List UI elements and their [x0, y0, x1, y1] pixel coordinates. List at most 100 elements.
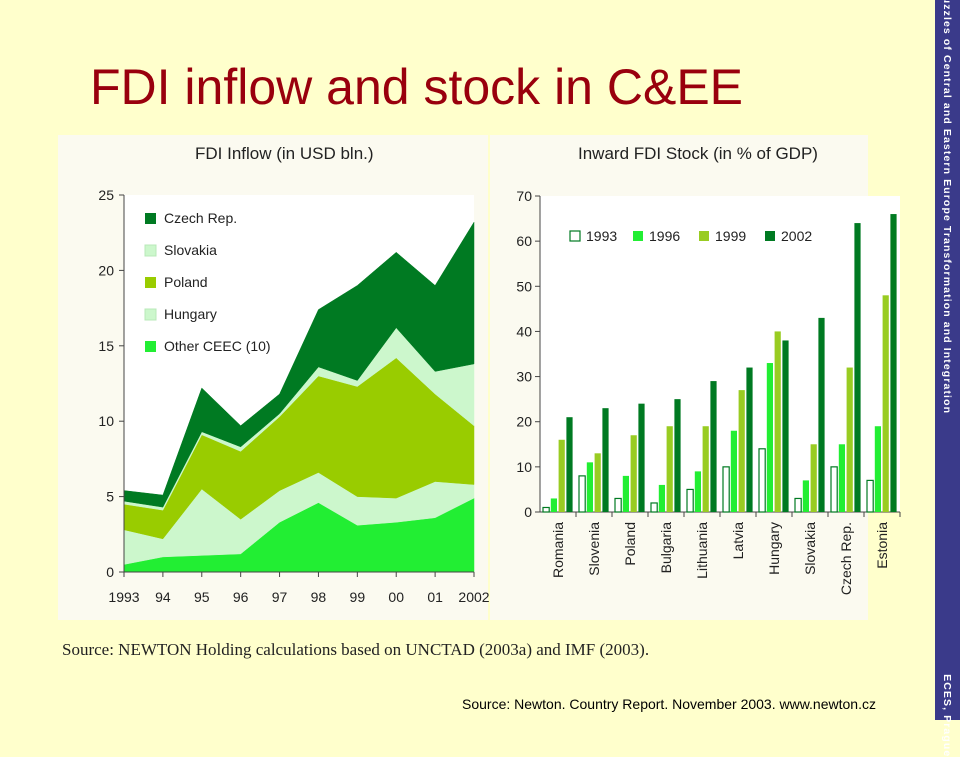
stock-y-tick-label: 60 — [516, 233, 532, 249]
fdi-inflow-chart: 0 5 10 15 20 25 1993 94 95 96 97 98 99 00 01 2002 Czech … — [98, 187, 489, 605]
legend-label-2002: 2002 — [781, 228, 812, 244]
stock-x-tick-label: Lithuania — [694, 522, 710, 579]
bar-slovakia-1996 — [802, 480, 809, 512]
source-note: Source: NEWTON Holding calculations base… — [62, 640, 650, 659]
stock-x-tick-label: Slovenia — [586, 522, 602, 576]
inflow-x-tick-label: 97 — [272, 589, 288, 605]
stock-chart-title: Inward FDI Stock (in % of GDP) — [578, 144, 818, 163]
fdi-inflow-panel: FDI Inflow (in USD bln.) 0 5 10 15 20 25 1993 9… — [58, 135, 490, 620]
legend-swatch-other-ceec-10 — [145, 341, 156, 352]
bar-slovakia-2002 — [818, 317, 825, 512]
legend-swatch-1993 — [569, 230, 581, 242]
legend-swatch-1996 — [633, 231, 643, 241]
bar-slovenia-1993 — [578, 475, 586, 513]
legend-label-hungary: Hungary — [164, 306, 217, 322]
inflow-x-tick-label: 94 — [155, 589, 171, 605]
legend-swatch-slovakia — [144, 244, 157, 257]
legend-swatch-hungary — [144, 308, 157, 321]
bar-latvia-1999 — [738, 390, 745, 512]
bar-czech-rep-1996 — [838, 444, 845, 512]
bar-lithuania-1993 — [686, 488, 694, 513]
bar-hungary-1999 — [774, 331, 781, 512]
fdi-stock-panel: Inward FDI Stock (in % of GDP) 0 10 20 30 40… — [490, 135, 901, 620]
stock-y-tick-label: 30 — [516, 369, 532, 385]
bar-estonia-1996 — [874, 426, 881, 512]
stock-x-tick-label: Romania — [550, 522, 566, 578]
inflow-x-tick-label: 99 — [350, 589, 366, 605]
stock-x-tick-label: Estonia — [874, 522, 890, 569]
inflow-x-tick-label: 96 — [233, 589, 249, 605]
legend-swatch-1999 — [699, 231, 709, 241]
bar-czech-rep-1999 — [846, 367, 853, 512]
legend-label-czech-rep: Czech Rep. — [164, 210, 237, 226]
legend-label-other-ceec-10: Other CEEC (10) — [164, 338, 271, 354]
bar-slovakia-1999 — [810, 444, 817, 512]
legend-swatch-poland — [145, 277, 156, 288]
inflow-y-tick-label: 20 — [98, 262, 114, 278]
bar-bulgaria-1996 — [658, 484, 665, 512]
bar-slovenia-1999 — [594, 453, 601, 512]
stock-y-tick-label: 40 — [516, 323, 532, 339]
bar-slovakia-1993 — [794, 497, 802, 513]
legend-label-1993: 1993 — [586, 228, 617, 244]
fdi-stock-chart: 0 10 20 30 40 50 60 70 Romania Slovenia Poland Bulg… — [516, 188, 901, 595]
bar-estonia-2002 — [890, 214, 897, 513]
bar-romania-1993 — [542, 506, 550, 513]
bar-hungary-1996 — [766, 363, 773, 512]
stock-x-tick-label: Latvia — [730, 522, 746, 560]
legend-swatch-2002 — [765, 231, 775, 241]
stock-y-tick-label: 20 — [516, 414, 532, 430]
inflow-x-tick-label: 95 — [194, 589, 210, 605]
inflow-y-tick-label: 0 — [106, 564, 114, 580]
bar-estonia-1999 — [882, 295, 889, 512]
inflow-y-tick-label: 15 — [98, 338, 114, 354]
stock-x-tick-label: Poland — [622, 522, 638, 566]
bar-latvia-2002 — [746, 367, 753, 512]
legend-label-slovakia: Slovakia — [164, 242, 217, 258]
stock-y-tick-label: 10 — [516, 459, 532, 475]
bar-hungary-2002 — [782, 340, 789, 512]
bar-latvia-1996 — [730, 430, 737, 512]
stock-x-tick-label: Hungary — [766, 522, 782, 575]
bar-poland-1999 — [630, 435, 637, 512]
bar-lithuania-2002 — [710, 381, 717, 512]
legend-swatch-czech-rep — [145, 213, 156, 224]
inflow-y-tick-label: 25 — [98, 187, 114, 203]
side-caption-bottom: ECES, Prague — [941, 674, 953, 757]
bar-romania-2002 — [566, 417, 573, 512]
stock-x-tick-label: Bulgaria — [658, 522, 674, 574]
inflow-y-tick-label: 5 — [106, 489, 114, 505]
footer-source: Source: Newton. Country Report. November… — [462, 696, 876, 712]
inflow-x-tick-label: 00 — [388, 589, 404, 605]
inflow-x-tick-label: 1993 — [108, 589, 139, 605]
bar-lithuania-1999 — [702, 426, 709, 512]
bar-bulgaria-1993 — [650, 502, 658, 513]
bar-czech-rep-1993 — [830, 466, 838, 513]
bar-slovenia-1996 — [586, 462, 593, 512]
inflow-x-tick-label: 2002 — [458, 589, 489, 605]
inflow-x-tick-label: 98 — [311, 589, 327, 605]
bar-poland-2002 — [638, 403, 645, 512]
bar-latvia-1993 — [722, 466, 730, 513]
bar-hungary-1993 — [758, 448, 766, 513]
bar-poland-1996 — [622, 475, 629, 512]
inflow-x-tick-label: 01 — [427, 589, 443, 605]
inflow-y-tick-label: 10 — [98, 413, 114, 429]
inflow-chart-title: FDI Inflow (in USD bln.) — [195, 144, 374, 163]
side-caption-top: The Puzzles of Central and Eastern Europ… — [941, 0, 953, 415]
bar-poland-1993 — [614, 497, 622, 513]
legend-label-1996: 1996 — [649, 228, 680, 244]
bar-bulgaria-1999 — [666, 426, 673, 512]
bar-romania-1996 — [550, 498, 557, 512]
bar-lithuania-1996 — [694, 471, 701, 512]
side-caption: The Puzzles of Central and Eastern Europ… — [941, 0, 953, 757]
side-strip — [935, 0, 960, 720]
stock-x-tick-label: Czech Rep. — [838, 522, 854, 595]
bar-romania-1999 — [558, 439, 565, 512]
legend-label-1999: 1999 — [715, 228, 746, 244]
stock-x-tick-label: Slovakia — [802, 522, 818, 575]
area-czech-rep — [123, 221, 475, 508]
bar-slovenia-2002 — [602, 408, 609, 512]
slide-title: FDI inflow and stock in C&EE — [90, 59, 744, 115]
bar-bulgaria-2002 — [674, 399, 681, 512]
